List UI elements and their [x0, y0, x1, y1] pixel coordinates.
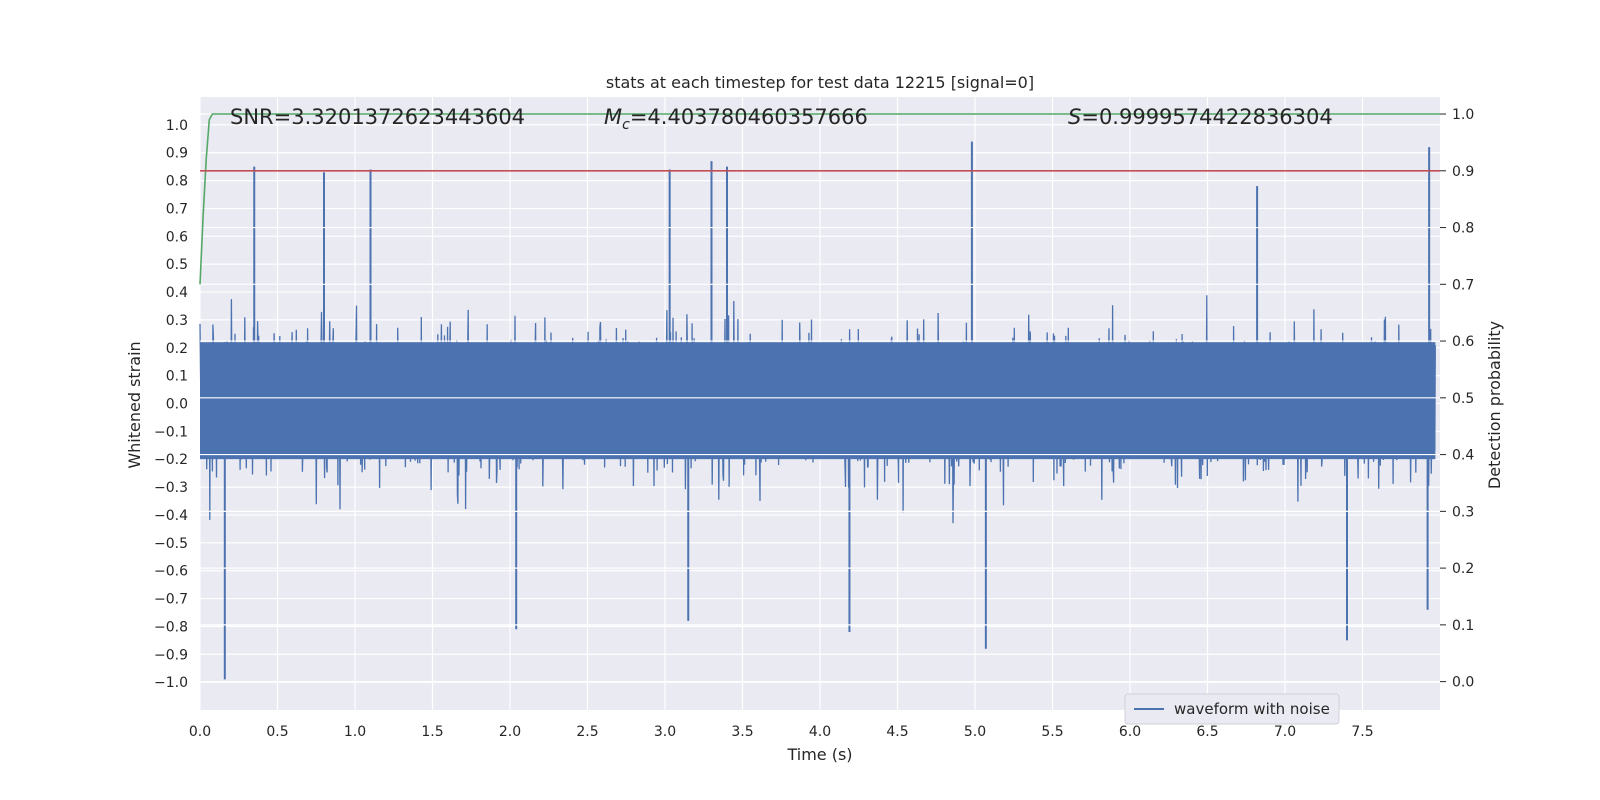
y2-tick-label: 0.1	[1452, 618, 1474, 634]
x-tick-label: 3.0	[654, 724, 676, 740]
detection-probability-line	[199, 113, 1440, 285]
y2-tick-label: 0.7	[1452, 277, 1474, 293]
y-tick-label: −0.4	[154, 508, 188, 524]
y-tick-label: −0.8	[154, 619, 188, 635]
x-tick-label: 7.0	[1274, 724, 1296, 740]
y-tick-label: 0.4	[166, 285, 188, 301]
legend: waveform with noise	[1124, 693, 1340, 725]
y-tick-label: −0.2	[154, 452, 188, 468]
waveform-series	[199, 141, 1436, 680]
y2-axis-ticks: 0.0 0.1 0.2 0.3 0.4 0.5 0.6 0.7 0.8 0.9 1.0	[1440, 107, 1474, 691]
y-tick-label: 0.7	[166, 201, 188, 217]
y2-tick-label: 0.3	[1452, 504, 1474, 520]
x-tick-label: 1.0	[344, 724, 366, 740]
y2-tick-label: 0.2	[1452, 561, 1474, 577]
x-tick-label: 5.0	[964, 724, 986, 740]
y-tick-label: 0.1	[166, 369, 188, 385]
y-tick-label: 0.3	[166, 313, 188, 329]
x-tick-label: 2.0	[499, 724, 521, 740]
y2-axis-label: Detection probability	[1485, 321, 1504, 489]
chirp-mass-symbol: M	[604, 105, 622, 129]
y-tick-label: −0.6	[154, 564, 188, 580]
y2-tick-label: 0.5	[1452, 391, 1474, 407]
y2-tick-label: 0.4	[1452, 448, 1474, 464]
x-axis-label: Time (s)	[786, 745, 852, 764]
y-tick-label: −0.7	[154, 592, 188, 608]
y-tick-label: −0.5	[154, 536, 188, 552]
waveform-core-band	[200, 342, 1436, 460]
s-symbol: S	[1068, 105, 1081, 129]
y-tick-label: −0.1	[154, 424, 188, 440]
x-tick-label: 0.0	[189, 724, 211, 740]
annotation-chirp-mass: Mc=4.403780460357666	[604, 105, 868, 133]
y2-tick-label: 0.8	[1452, 221, 1474, 237]
y-tick-label: −0.9	[154, 647, 188, 663]
x-tick-label: 7.5	[1351, 724, 1373, 740]
probability-series	[199, 113, 1440, 285]
y-axis-ticks: −1.0 −0.9 −0.8 −0.7 −0.6 −0.5 −0.4 −0.3 −0.2 −0.1…	[154, 118, 188, 691]
annotation-snr: SNR=3.3201372623443604	[230, 105, 525, 129]
y-tick-label: 0.2	[166, 341, 188, 357]
x-tick-label: 2.5	[576, 724, 598, 740]
y-tick-label: 0.0	[166, 397, 188, 413]
y2-tick-label: 0.9	[1452, 164, 1474, 180]
x-tick-label: 6.0	[1119, 724, 1141, 740]
y-tick-label: 0.8	[166, 174, 188, 190]
y2-tick-label: 1.0	[1452, 107, 1474, 123]
y-tick-label: −1.0	[154, 675, 188, 691]
y-axis-label: Whitened strain	[125, 341, 144, 468]
x-tick-label: 6.5	[1196, 724, 1218, 740]
s-value: =0.9999574422836304	[1081, 105, 1332, 129]
y-tick-label: −0.3	[154, 480, 188, 496]
annotation-s: S=0.9999574422836304	[1068, 105, 1333, 129]
chirp-mass-value: =4.403780460357666	[630, 105, 868, 129]
x-tick-label: 4.0	[809, 724, 831, 740]
chirp-mass-subscript: c	[622, 117, 630, 133]
chart-title: stats at each timestep for test data 122…	[606, 73, 1034, 92]
x-tick-label: 3.5	[731, 724, 753, 740]
legend-label-waveform: waveform with noise	[1174, 700, 1330, 718]
y2-tick-label: 0.0	[1452, 675, 1474, 691]
x-tick-label: 0.5	[266, 724, 288, 740]
y-tick-label: 0.5	[166, 257, 188, 273]
y2-tick-label: 0.6	[1452, 334, 1474, 350]
x-tick-label: 5.5	[1041, 724, 1063, 740]
y-tick-label: 1.0	[166, 118, 188, 134]
x-tick-label: 1.5	[421, 724, 443, 740]
x-tick-label: 4.5	[886, 724, 908, 740]
x-axis-ticks: 0.0 0.5 1.0 1.5 2.0 2.5 3.0 3.5 4.0 4.5 5.0 5.5 6.0 6…	[189, 724, 1374, 740]
y-tick-label: 0.9	[166, 146, 188, 162]
y-tick-label: 0.6	[166, 229, 188, 245]
legend-box	[1124, 693, 1340, 725]
